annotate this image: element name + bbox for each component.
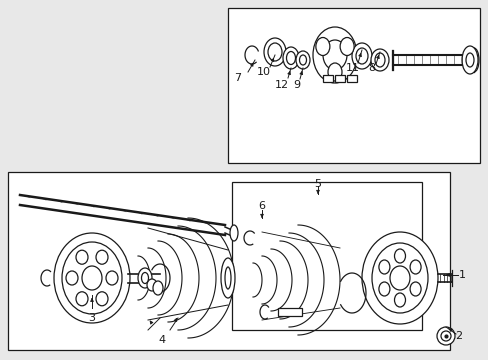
Ellipse shape xyxy=(76,250,88,264)
Ellipse shape xyxy=(351,43,371,69)
Text: 10: 10 xyxy=(257,67,270,77)
Bar xyxy=(278,308,302,316)
Ellipse shape xyxy=(295,51,309,69)
Ellipse shape xyxy=(355,48,367,64)
Text: 5: 5 xyxy=(314,179,321,189)
Ellipse shape xyxy=(315,37,329,55)
Text: 8: 8 xyxy=(367,63,375,73)
Ellipse shape xyxy=(283,47,298,69)
Ellipse shape xyxy=(409,282,420,296)
Bar xyxy=(346,75,356,82)
Ellipse shape xyxy=(66,271,78,285)
Ellipse shape xyxy=(141,273,148,284)
Ellipse shape xyxy=(389,266,409,290)
Text: 7: 7 xyxy=(234,73,241,83)
Ellipse shape xyxy=(371,243,427,313)
Ellipse shape xyxy=(224,267,230,289)
Ellipse shape xyxy=(394,293,405,307)
Text: 4: 4 xyxy=(158,335,165,345)
Text: 9: 9 xyxy=(293,80,300,90)
Text: 1: 1 xyxy=(458,270,465,280)
Text: 2: 2 xyxy=(454,331,462,341)
Ellipse shape xyxy=(340,37,353,55)
Text: 6: 6 xyxy=(258,201,265,211)
Ellipse shape xyxy=(267,43,282,61)
Ellipse shape xyxy=(378,260,389,274)
Ellipse shape xyxy=(323,40,346,70)
Ellipse shape xyxy=(264,38,285,66)
Bar xyxy=(231,182,421,330)
Ellipse shape xyxy=(229,225,238,241)
Ellipse shape xyxy=(106,271,118,285)
Bar xyxy=(8,172,449,350)
Ellipse shape xyxy=(153,281,163,295)
Text: 12: 12 xyxy=(274,80,288,90)
Ellipse shape xyxy=(394,249,405,263)
Ellipse shape xyxy=(378,282,389,296)
Ellipse shape xyxy=(461,46,477,74)
Ellipse shape xyxy=(409,260,420,274)
Ellipse shape xyxy=(96,250,108,264)
Ellipse shape xyxy=(440,331,450,341)
Ellipse shape xyxy=(465,53,473,67)
Ellipse shape xyxy=(327,63,341,81)
Bar xyxy=(323,75,332,82)
Ellipse shape xyxy=(221,258,235,298)
Text: 3: 3 xyxy=(88,313,95,323)
Ellipse shape xyxy=(468,48,478,72)
Ellipse shape xyxy=(96,292,108,306)
Ellipse shape xyxy=(138,268,152,288)
Ellipse shape xyxy=(54,233,130,323)
Ellipse shape xyxy=(370,49,388,71)
Ellipse shape xyxy=(312,27,356,83)
Ellipse shape xyxy=(374,53,384,67)
Ellipse shape xyxy=(436,327,454,345)
Ellipse shape xyxy=(147,279,157,291)
Ellipse shape xyxy=(82,266,102,290)
Text: 11: 11 xyxy=(346,63,359,73)
Ellipse shape xyxy=(299,55,306,65)
Ellipse shape xyxy=(286,51,295,64)
Bar xyxy=(227,8,479,163)
Ellipse shape xyxy=(62,242,122,314)
Bar xyxy=(334,75,345,82)
Ellipse shape xyxy=(361,232,437,324)
Ellipse shape xyxy=(76,292,88,306)
